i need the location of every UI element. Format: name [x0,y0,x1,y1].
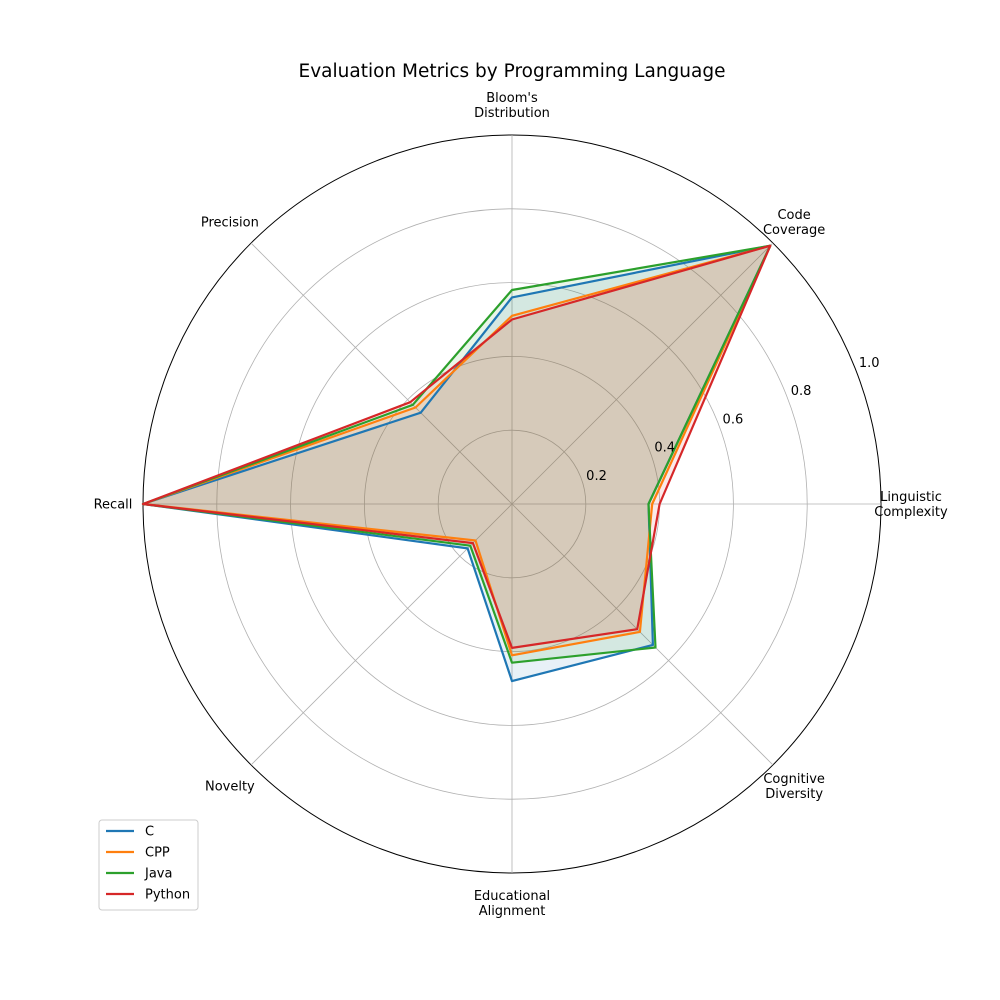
axis-label: Novelty [205,780,255,795]
axis-label: Bloom's Distribution [474,91,550,121]
series-fill-c [143,245,771,682]
series-line-python [141,244,772,650]
radial-tick-label: 0.8 [791,384,812,399]
axis-label-line: Diversity [765,787,823,802]
legend-label-java: Java [144,867,172,882]
angular-gridline [250,503,513,766]
series-fill-java [143,245,771,663]
axis-label-line: Precision [201,215,259,230]
legend-label-python: Python [145,888,190,903]
axis-label-line: Distribution [474,106,550,121]
legend: C CPP Java Python [98,819,199,911]
axis-label-line: Code [777,208,810,223]
axis-label-line: Alignment [479,904,546,919]
axis-label-line: Bloom's [486,91,538,106]
chart-title: Evaluation Metrics by Programming Langua… [299,61,726,82]
legend-label-c: C [145,825,154,840]
radial-tick-label: 0.4 [654,441,675,456]
axis-label: Educational Alignment [474,889,550,919]
radial-tick-label: 1.0 [859,356,880,371]
series-lines [141,244,772,683]
axis-label: Linguistic Complexity [874,490,948,520]
axis-label-line: Recall [94,498,133,513]
axis-label-line: Coverage [763,223,825,238]
angular-gridline [250,242,513,505]
legend-label-cpp: CPP [145,846,170,861]
radial-tick-label: 0.6 [723,412,744,427]
axis-label: Code Coverage [763,208,825,238]
axis-label: Precision [201,215,259,230]
series-fill-cpp [143,245,771,656]
axis-label-line: Complexity [874,505,948,520]
axis-label-line: Linguistic [880,490,942,505]
radial-tick-label: 0.2 [586,469,607,484]
axis-label: Cognitive Diversity [763,772,825,802]
angular-gridline [511,503,774,766]
series-fills [143,245,771,682]
angular-gridline [511,242,774,505]
axis-label-line: Cognitive [763,772,825,787]
axis-label-line: Novelty [205,780,255,795]
radial-tick-labels: 0.2 0.4 0.6 0.8 1.0 [586,356,879,484]
series-fill-python [143,245,771,648]
axis-label-line: Educational [474,889,550,904]
axis-label: Recall [94,498,133,513]
legend-box [98,819,199,911]
